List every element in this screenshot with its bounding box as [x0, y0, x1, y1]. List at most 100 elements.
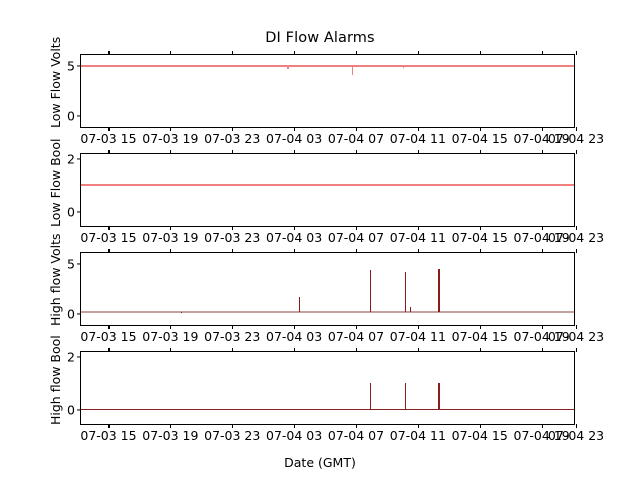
subplot-0-xtick-top-4	[355, 51, 358, 55]
subplot-1-xtick-top-8	[576, 150, 578, 154]
subplot-2-xtick-bottom-7	[541, 325, 543, 329]
subplot-0-xtick-label-4: 07-04 07	[327, 131, 385, 146]
subplot-2-event-0	[180, 311, 183, 314]
subplot-1-xtick-bottom-2	[232, 226, 234, 230]
subplot-2-xtick-top-1	[170, 249, 172, 253]
subplot-2-xtick-bottom-3	[294, 325, 296, 329]
subplot-0-event-2	[402, 65, 405, 69]
subplot-1-xtick-label-0: 07-03 15	[80, 230, 137, 245]
subplot-2-xtick-label-0: 07-03 15	[80, 329, 137, 344]
subplot-1-xtick-bottom-6	[479, 226, 481, 230]
subplot-3-xtick-bottom-5	[417, 424, 419, 428]
subplot-1-xtick-bottom-8	[576, 226, 578, 230]
subplot-1-y-axis-label: Low Flow Bool	[48, 138, 63, 227]
subplot-0-xtick-bottom-2	[232, 127, 234, 131]
subplot-0-xtick-label-1: 07-03 19	[142, 131, 199, 146]
subplot-2-xtick-bottom-0	[108, 325, 110, 329]
subplot-0-xtick-top-0	[108, 51, 110, 55]
subplot-3-xtick-bottom-1	[170, 424, 172, 428]
subplot-1-xtick-bottom-5	[417, 226, 419, 230]
subplot-0-xtick-top-7	[541, 51, 543, 55]
subplot-0-xtick-bottom-5	[417, 127, 419, 131]
subplot-3-xtick-top-6	[479, 348, 481, 352]
subplot-3-xtick-top-7	[541, 348, 543, 352]
subplot-2-event-1	[299, 297, 301, 313]
subplot-1-ytick-label-1: 2	[67, 151, 75, 167]
subplot-3-xtick-label-5: 07-04 11	[389, 428, 446, 443]
subplot-1-xtick-label-2: 07-03 23	[204, 230, 261, 245]
subplot-3-xtick-bottom-0	[108, 424, 110, 428]
subplot-2-xtick-label-3: 07-04 03	[265, 329, 323, 344]
subplot-2-xtick-top-8	[576, 249, 578, 253]
subplot-3-xtick-bottom-7	[541, 424, 543, 428]
subplot-3-ytick-label-1: 2	[67, 349, 75, 365]
subplot-0-event-1	[351, 65, 353, 75]
subplot-1-xtick-top-0	[108, 150, 110, 154]
subplot-0-xtick-top-5	[417, 51, 419, 55]
chart-title: DI Flow Alarms	[265, 30, 375, 46]
subplot-0-axes: 0 5 07-03 15 07-03 19 07-03 23 07-04 03 07-04 …	[67, 51, 604, 146]
subplot-2-xtick-label-1: 07-03 19	[142, 329, 199, 344]
subplot-0-xtick-bottom-4	[355, 127, 358, 131]
subplot-2-axes: 0 5 07-03 15 07-03 19 07-03 23 07-04 03 07-04 …	[67, 249, 604, 344]
subplot-3-xtick-bottom-4	[355, 424, 358, 428]
subplot-2-xtick-bottom-5	[417, 325, 419, 329]
subplot-3-event-0	[369, 383, 372, 410]
subplot-2-ytick-label-0: 0	[67, 306, 75, 322]
x-axis-label: Date (GMT)	[284, 455, 356, 470]
subplot-3-xtick-bottom-3	[294, 424, 296, 428]
subplot-3-xtick-label-7: 07-04 19	[513, 428, 570, 443]
subplot-1-xtick-label-1: 07-03 19	[142, 230, 199, 245]
subplot-0-xtick-label-6: 07-04 15	[451, 131, 508, 146]
subplot-3-event-2	[438, 383, 440, 410]
subplot-3-xtick-label-3: 07-04 03	[265, 428, 323, 443]
subplot-0-y-axis-label: Low Flow Volts	[48, 36, 63, 128]
subplot-1-axes: 0 2 07-03 15 07-03 19 07-03 23 07-04 03 07-04 …	[67, 150, 604, 245]
subplot-2-xtick-top-4	[355, 249, 358, 253]
subplot-1-xtick-top-5	[417, 150, 419, 154]
subplot-3-xtick-label-2: 07-03 23	[204, 428, 261, 443]
subplot-0-xtick-label-8: 07-04 23	[547, 131, 605, 146]
subplot-3-baseline	[81, 408, 574, 411]
subplot-1-xtick-top-3	[294, 150, 296, 154]
subplot-2-baseline	[81, 311, 574, 313]
subplot-0-xtick-bottom-7	[541, 127, 543, 131]
subplot-3-xtick-label-4: 07-04 07	[327, 428, 385, 443]
subplot-1-xtick-bottom-7	[541, 226, 543, 230]
subplot-2-xtick-label-6: 07-04 15	[451, 329, 508, 344]
subplot-2-xtick-label-4: 07-04 07	[327, 329, 385, 344]
subplot-3-xtick-top-3	[294, 348, 296, 352]
subplot-0-xtick-label-7: 07-04 19	[513, 131, 570, 146]
subplot-3-ytick-mark-1	[77, 356, 81, 358]
subplot-0-xtick-top-1	[170, 51, 172, 55]
subplot-0-xtick-top-2	[232, 51, 234, 55]
subplot-3-xtick-top-4	[355, 348, 358, 352]
subplot-0-baseline	[81, 65, 574, 67]
subplot-2-xtick-top-7	[541, 249, 543, 253]
subplot-1-ytick-mark-0	[77, 211, 81, 213]
subplot-2-xtick-bottom-2	[232, 325, 234, 329]
subplot-3-xtick-top-2	[232, 348, 234, 352]
subplot-1-xtick-top-7	[541, 150, 543, 154]
subplot-3-axes: 0 2 07-03 15 07-03 19 07-03 23 07-04 03 07-04 …	[67, 348, 604, 443]
subplot-1-ytick-mark-1	[77, 158, 81, 160]
subplot-1-xtick-label-3: 07-04 03	[265, 230, 323, 245]
subplot-2-plot-area	[81, 253, 574, 325]
subplot-3-xtick-label-8: 07-04 23	[547, 428, 605, 443]
subplot-1-xtick-bottom-0	[108, 226, 110, 230]
subplot-1-xtick-top-2	[232, 150, 234, 154]
subplot-1-xtick-label-6: 07-04 15	[451, 230, 508, 245]
subplot-2-xtick-bottom-4	[355, 325, 358, 329]
subplot-1-xtick-top-4	[355, 150, 358, 154]
subplot-2-event-5	[438, 269, 440, 313]
subplot-2-ytick-mark-1	[77, 263, 81, 265]
subplot-0-xtick-bottom-0	[108, 127, 110, 131]
subplot-2-xtick-label-5: 07-04 11	[389, 329, 446, 344]
subplot-2-xtick-bottom-6	[479, 325, 481, 329]
subplot-2-y-axis-label: High flow Volts	[48, 233, 63, 326]
subplot-2-event-4	[409, 307, 412, 313]
subplot-2-xtick-top-3	[294, 249, 296, 253]
subplot-0-plot-area	[81, 55, 574, 127]
subplot-0-ytick-mark-1	[77, 65, 81, 67]
subplot-0-xtick-label-0: 07-03 15	[80, 131, 137, 146]
